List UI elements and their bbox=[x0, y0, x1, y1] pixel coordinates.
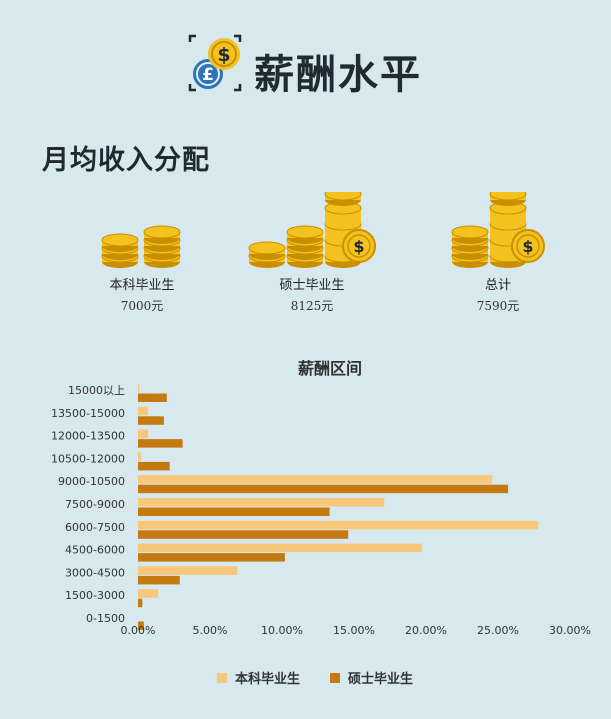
bar bbox=[138, 543, 422, 553]
bar bbox=[138, 439, 183, 448]
coin-stack-tall bbox=[143, 225, 181, 268]
bar bbox=[138, 452, 141, 461]
dollar-coin-icon: $ bbox=[342, 229, 376, 263]
bar bbox=[138, 589, 159, 598]
y-tick-label: 12000-13500 bbox=[51, 430, 125, 443]
stat-total: $ 总计 7590元 bbox=[418, 192, 578, 314]
x-tick-label: 0.00% bbox=[121, 624, 156, 637]
page-title: 薪酬水平 bbox=[254, 51, 422, 98]
y-tick-label: 0-1500 bbox=[86, 612, 125, 625]
x-tick-label: 25.00% bbox=[477, 624, 519, 637]
y-tick-label: 15000以上 bbox=[68, 384, 125, 397]
bar bbox=[138, 429, 149, 439]
bar bbox=[138, 575, 180, 585]
stat-label: 硕士毕业生 bbox=[279, 278, 345, 293]
bar bbox=[138, 598, 143, 608]
legend-swatch bbox=[217, 672, 227, 683]
svg-text:$: $ bbox=[217, 44, 230, 66]
stat-value: 8125元 bbox=[290, 299, 334, 313]
x-tick-label: 5.00% bbox=[193, 624, 228, 637]
svg-text:$: $ bbox=[522, 237, 533, 256]
salary-range-chart: 薪酬区间 15000以上 13500-15000 12000-13500 10500-1… bbox=[51, 359, 591, 637]
bar bbox=[138, 484, 509, 494]
bar bbox=[138, 384, 140, 393]
svg-text:$: $ bbox=[353, 237, 364, 256]
x-tick-label: 20.00% bbox=[405, 624, 447, 637]
legend-swatch bbox=[330, 672, 340, 683]
y-tick-label: 7500-9000 bbox=[65, 498, 125, 511]
legend-item-undergrad: 本科毕业生 bbox=[217, 668, 300, 687]
coin-stack-icon: $ bbox=[451, 192, 545, 268]
bar bbox=[138, 566, 238, 575]
bar bbox=[138, 553, 285, 562]
bar bbox=[138, 461, 170, 471]
stat-label: 总计 bbox=[484, 278, 511, 293]
bar bbox=[138, 416, 164, 425]
currency-coins-icon: £ $ bbox=[188, 34, 242, 92]
y-tick-label: 1500-3000 bbox=[65, 589, 125, 602]
y-tick-label: 3000-4500 bbox=[65, 566, 125, 579]
x-tick-label: 30.00% bbox=[549, 624, 591, 637]
bar bbox=[138, 530, 349, 539]
legend-label: 硕士毕业生 bbox=[348, 672, 414, 687]
x-tick-label: 15.00% bbox=[333, 624, 375, 637]
bar bbox=[138, 406, 149, 416]
stat-value: 7590元 bbox=[476, 299, 520, 313]
y-tick-label: 10500-12000 bbox=[51, 452, 125, 465]
stat-master: $ 硕士毕业生 8125元 bbox=[232, 192, 392, 314]
chart-title: 薪酬区间 bbox=[298, 359, 362, 378]
y-tick-label: 4500-6000 bbox=[65, 544, 125, 557]
svg-text:£: £ bbox=[202, 65, 214, 85]
coin-stack-icon: $ bbox=[248, 192, 376, 268]
bar bbox=[138, 507, 330, 516]
bar bbox=[138, 393, 167, 402]
dollar-coin-icon: $ bbox=[511, 229, 545, 263]
y-tick-label: 13500-15000 bbox=[51, 407, 125, 420]
bar bbox=[138, 498, 385, 507]
y-tick-label: 9000-10500 bbox=[58, 475, 125, 488]
stat-undergrad: 本科毕业生 7000元 bbox=[62, 192, 222, 314]
y-tick-label: 6000-7500 bbox=[65, 521, 125, 534]
section-title: 月均收入分配 bbox=[42, 145, 210, 176]
header: £ $ 薪酬水平 bbox=[0, 30, 611, 100]
legend-label: 本科毕业生 bbox=[235, 672, 301, 687]
coin-stack-icon bbox=[101, 225, 181, 268]
bar bbox=[138, 475, 493, 484]
legend-item-master: 硕士毕业生 bbox=[330, 668, 413, 687]
coin-stack-small bbox=[101, 233, 139, 268]
stat-value: 7000元 bbox=[120, 299, 164, 313]
bar bbox=[138, 621, 144, 630]
bar bbox=[138, 520, 539, 530]
stat-label: 本科毕业生 bbox=[109, 278, 175, 293]
chart-legend: 本科毕业生 硕士毕业生 bbox=[0, 668, 611, 688]
x-tick-label: 10.00% bbox=[261, 624, 303, 637]
